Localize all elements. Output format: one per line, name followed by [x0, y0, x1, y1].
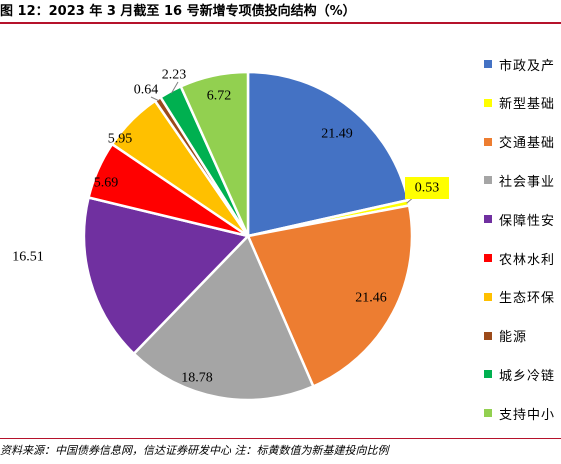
legend-swatch: [484, 137, 492, 146]
data-label-2: 0.53: [415, 181, 440, 196]
figure-title: 图 12：2023 年 3 月截至 16 号新增专项债投向结构（%）: [0, 4, 356, 19]
legend-item-8: 能源: [484, 328, 528, 346]
legend-swatch: [484, 98, 492, 107]
data-label-5: 16.51: [12, 250, 44, 265]
legend-swatch: [484, 60, 492, 68]
legend-swatch: [484, 409, 492, 418]
legend-item-3: 交通基础: [484, 134, 556, 152]
legend-item-6: 农林水利: [484, 250, 556, 268]
title-rule: [0, 22, 561, 24]
data-label-6: 5.69: [94, 176, 119, 191]
legend-label: 市政及产: [499, 58, 556, 74]
legend-label: 生态环保: [499, 291, 556, 307]
legend-item-10: 支持中小: [484, 405, 556, 423]
legend-item-7: 生态环保: [484, 289, 556, 307]
data-label-10: 6.72: [207, 89, 232, 104]
pie-slice-5: [82, 196, 250, 355]
pie-slice-4: [132, 234, 315, 402]
legend-label: 能源: [499, 330, 528, 346]
data-label-4: 18.78: [181, 371, 213, 386]
data-label-9: 2.23: [162, 68, 187, 83]
legend-label: 社会事业: [499, 174, 556, 190]
legend-label: 交通基础: [499, 136, 556, 152]
legend-swatch: [484, 215, 492, 224]
source-rule: [0, 438, 561, 439]
legend-item-2: 新型基础: [484, 95, 556, 113]
pie-chart: 21.49 0.53 21.46 18.78 16.51 5.69 5.95 0.642.23…: [12, 68, 449, 402]
source-note: 资料来源：中国债券信息网，信达证券研发中心 注：标黄数值为新基建投向比例: [0, 444, 389, 457]
data-label-1: 21.49: [321, 127, 353, 142]
legend-label: 支持中小: [499, 407, 556, 423]
pie-slice-1: [246, 70, 410, 238]
legend-item-1: 市政及产: [484, 56, 556, 74]
legend-swatch: [484, 176, 492, 185]
legend-swatch: [484, 331, 492, 340]
legend-item-9: 城乡冷链: [484, 366, 556, 384]
data-label-3: 21.46: [355, 291, 387, 306]
legend-label: 农林水利: [499, 252, 556, 268]
highlight-box: [405, 177, 449, 199]
legend-label: 保障性安: [499, 213, 556, 229]
pie-slice-10: [179, 70, 250, 238]
pie-slice-3: [246, 204, 414, 388]
legend-item-4: 社会事业: [484, 172, 556, 190]
data-label-7: 5.95: [108, 132, 133, 147]
legend-swatch: [484, 292, 492, 301]
legend-label: 新型基础: [499, 97, 556, 113]
leader-line-8: [150, 96, 160, 102]
data-label-8: 0.64: [134, 83, 159, 98]
legend-swatch: [484, 370, 492, 379]
legend-label: 城乡冷链: [499, 368, 556, 384]
legend-swatch: [484, 254, 492, 262]
leader-line-9: [170, 81, 179, 94]
legend-item-5: 保障性安: [484, 211, 556, 229]
